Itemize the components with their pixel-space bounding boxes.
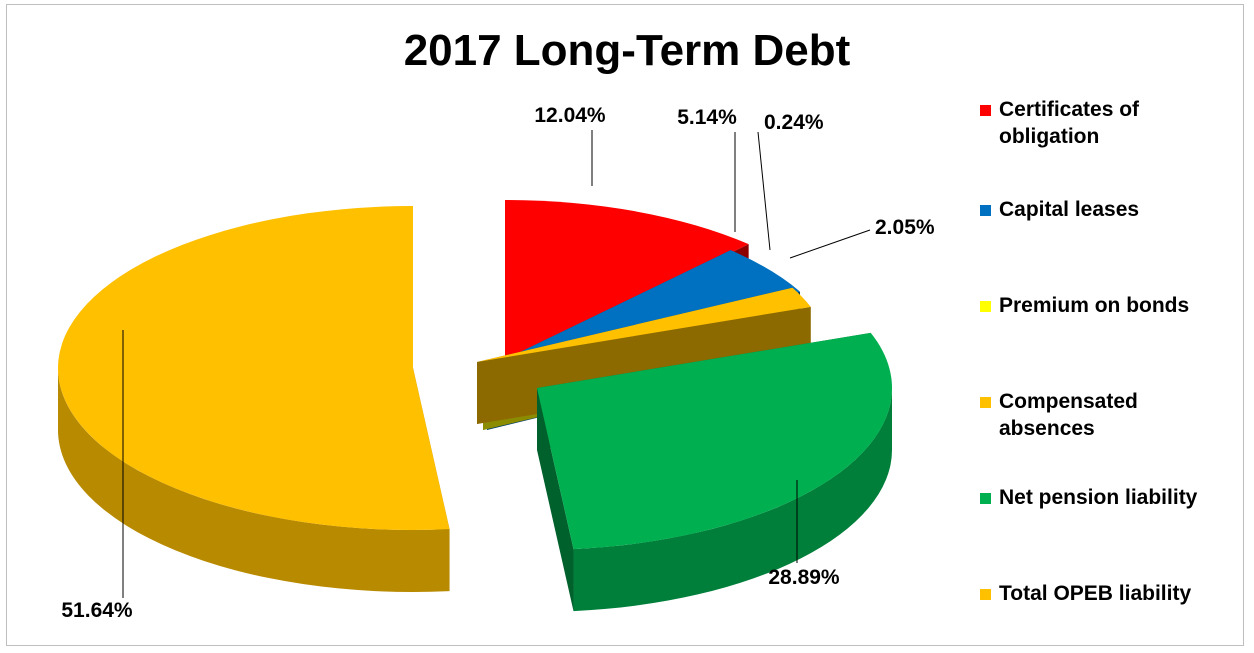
pie-slices: [57, 200, 893, 612]
legend-label: Total OPEB liability: [999, 582, 1192, 605]
slice-top-face: [487, 250, 801, 368]
data-label: 2.05%: [875, 216, 935, 239]
legend-swatch: [980, 493, 991, 504]
legend-label: Capital leases: [999, 198, 1140, 221]
legend-item: Certificates of obligation: [980, 96, 1139, 150]
legend-item: Premium on bonds: [980, 292, 1189, 319]
slice-top-face: [477, 287, 811, 362]
chart-title: 2017 Long-Term Debt: [403, 26, 851, 75]
slice-side-wall: [537, 388, 574, 612]
data-label: 0.24%: [764, 111, 824, 134]
pie-slice: [57, 206, 450, 592]
legend-swatch: [980, 301, 991, 312]
data-label: 51.64%: [61, 599, 133, 622]
slice-top-face: [505, 200, 749, 362]
data-label: 12.04%: [534, 104, 606, 127]
slice-top-face: [57, 206, 450, 530]
legend-item: Net pension liability: [980, 484, 1197, 511]
data-label: 28.89%: [768, 566, 840, 589]
slice-outer-wall: [573, 388, 892, 612]
legend-swatch: [980, 105, 991, 116]
legend-label: Certificates of obligation: [999, 98, 1140, 148]
leader-lines: [122, 130, 871, 598]
legend-item: Total OPEB liability: [980, 580, 1191, 607]
legend-swatch: [980, 589, 991, 600]
leader-line: [757, 131, 771, 251]
legend-item: Compensated absences: [980, 388, 1138, 442]
slice-top-face: [537, 332, 893, 550]
legend-item: Capital leases: [980, 196, 1139, 223]
legend-label: Net pension liability: [999, 486, 1198, 509]
legend-swatch: [980, 397, 991, 408]
legend-label: Compensated absences: [999, 390, 1138, 440]
legend-label: Premium on bonds: [999, 294, 1190, 317]
data-labels: 12.04% 5.14% 0.24% 2.05% 28.89% 51.64%: [61, 104, 934, 622]
pie-slice: [537, 332, 893, 612]
data-label: 5.14%: [677, 106, 737, 129]
slice-outer-wall: [58, 368, 450, 592]
leader-line: [789, 229, 871, 259]
legend-swatch: [980, 205, 991, 216]
